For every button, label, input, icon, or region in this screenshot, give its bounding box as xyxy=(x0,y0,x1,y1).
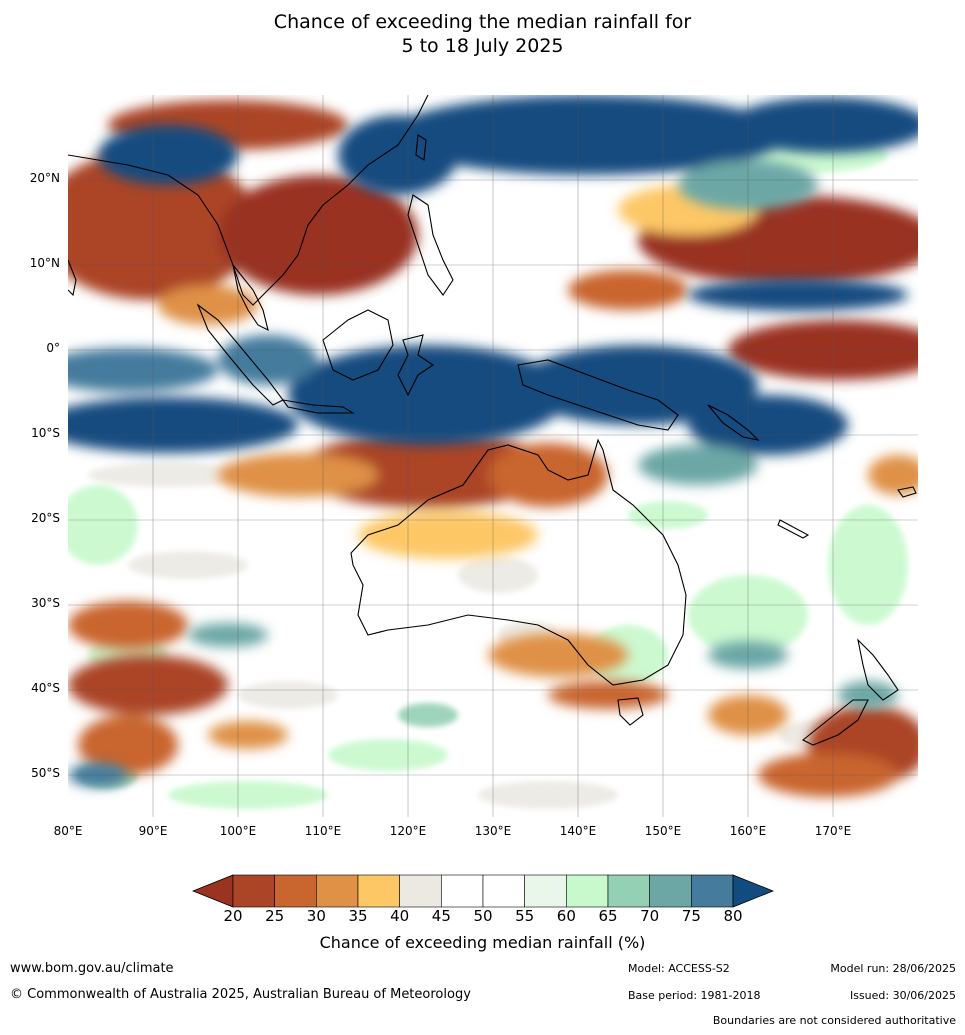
lat-label-0: 0° xyxy=(46,341,60,355)
colorbar-tick-label: 65 xyxy=(598,907,618,925)
borneo-coastline xyxy=(322,309,394,381)
lon-label-150e: 150°E xyxy=(644,824,682,838)
base-period-text: Base period: 1981-2018 xyxy=(628,989,761,1002)
lon-label-140e: 140°E xyxy=(559,824,597,838)
colorbar-tick-label: 30 xyxy=(306,907,326,925)
colorbar-tick-label: 45 xyxy=(431,907,451,925)
coastlines xyxy=(68,95,917,746)
colorbar-arrow-high xyxy=(732,874,775,908)
colorbar-tick-label: 75 xyxy=(681,907,701,925)
colorbar-tick-label: 80 xyxy=(723,907,743,925)
lat-label-20n: 20°N xyxy=(29,171,60,185)
fiji-coastline xyxy=(897,486,917,498)
model-run-text: Model run: 28/06/2025 xyxy=(830,962,956,975)
colorbar-label: Chance of exceeding median rainfall (%) xyxy=(319,933,646,952)
lat-label-10s: 10°S xyxy=(31,426,60,440)
colorbar-tick-label: 35 xyxy=(348,907,368,925)
colorbar-segment xyxy=(482,874,525,908)
copyright-text: © Commonwealth of Australia 2025, Austra… xyxy=(10,987,471,1002)
sri-lanka-coastline xyxy=(68,259,77,297)
new-guinea-coastline xyxy=(517,359,679,431)
colorbar-segment xyxy=(566,874,609,908)
colorbar-segment xyxy=(441,874,484,908)
australia-coastline xyxy=(350,438,687,686)
colorbar-segment xyxy=(357,874,400,908)
lon-label-80e: 80°E xyxy=(53,824,83,838)
lat-label-40s: 40°S xyxy=(31,681,60,695)
map-title: Chance of exceeding the median rainfall … xyxy=(0,10,965,58)
rainfall-map xyxy=(68,95,918,817)
lat-label-30s: 30°S xyxy=(31,596,60,610)
tasmania-coastline xyxy=(617,697,644,726)
malay-peninsula-coastline xyxy=(232,264,269,332)
colorbar-segment xyxy=(274,874,317,908)
colorbar-tick-label: 20 xyxy=(223,907,243,925)
lat-label-20s: 20°S xyxy=(31,511,60,525)
model-text: Model: ACCESS-S2 xyxy=(628,962,730,975)
title-line-2: 5 to 18 July 2025 xyxy=(401,35,564,57)
sumatra-coastline xyxy=(196,303,284,406)
lat-label-10n: 10°N xyxy=(29,256,60,270)
lon-label-170e: 170°E xyxy=(814,824,852,838)
issued-text: Issued: 30/06/2025 xyxy=(849,989,956,1002)
disclaimer-text: Boundaries are not considered authoritat… xyxy=(712,1014,956,1027)
lon-label-100e: 100°E xyxy=(219,824,257,838)
colorbar-tick-label: 60 xyxy=(556,907,576,925)
lon-label-120e: 120°E xyxy=(389,824,427,838)
colorbar-tick-label: 50 xyxy=(473,907,493,925)
colorbar-segment xyxy=(399,874,442,908)
colorbar-segment xyxy=(524,874,567,908)
colorbar-segment xyxy=(649,874,692,908)
colorbar-segment xyxy=(691,874,734,908)
lon-label-110e: 110°E xyxy=(304,824,342,838)
sulawesi-coastline xyxy=(397,334,434,397)
mainland-asia-coastline xyxy=(68,95,429,306)
colorbar-segment xyxy=(316,874,359,908)
new-caledonia-coastline xyxy=(777,519,810,539)
colorbar-segment xyxy=(607,874,650,908)
colorbar-segment xyxy=(232,874,275,908)
lon-label-160e: 160°E xyxy=(729,824,767,838)
colorbar-tick-label: 70 xyxy=(640,907,660,925)
wet-anomaly-regions xyxy=(68,95,918,787)
solomon-islands-coastline xyxy=(707,404,760,441)
lon-label-90e: 90°E xyxy=(138,824,168,838)
colorbar-tick-label: 55 xyxy=(515,907,535,925)
philippines-coastline xyxy=(407,194,454,296)
title-line-1: Chance of exceeding the median rainfall … xyxy=(273,11,692,33)
new-zealand-south-coastline xyxy=(801,699,869,746)
java-coastline xyxy=(281,399,355,414)
lat-label-50s: 50°S xyxy=(31,766,60,780)
colorbar-tick-label: 25 xyxy=(265,907,285,925)
new-zealand-north-coastline xyxy=(857,638,899,701)
colorbar-arrow-low xyxy=(191,874,234,908)
website-link[interactable]: www.bom.gov.au/climate xyxy=(10,961,174,976)
taiwan-coastline xyxy=(415,134,427,161)
lon-label-130e: 130°E xyxy=(474,824,512,838)
colorbar xyxy=(191,874,775,908)
colorbar-tick-label: 40 xyxy=(390,907,410,925)
